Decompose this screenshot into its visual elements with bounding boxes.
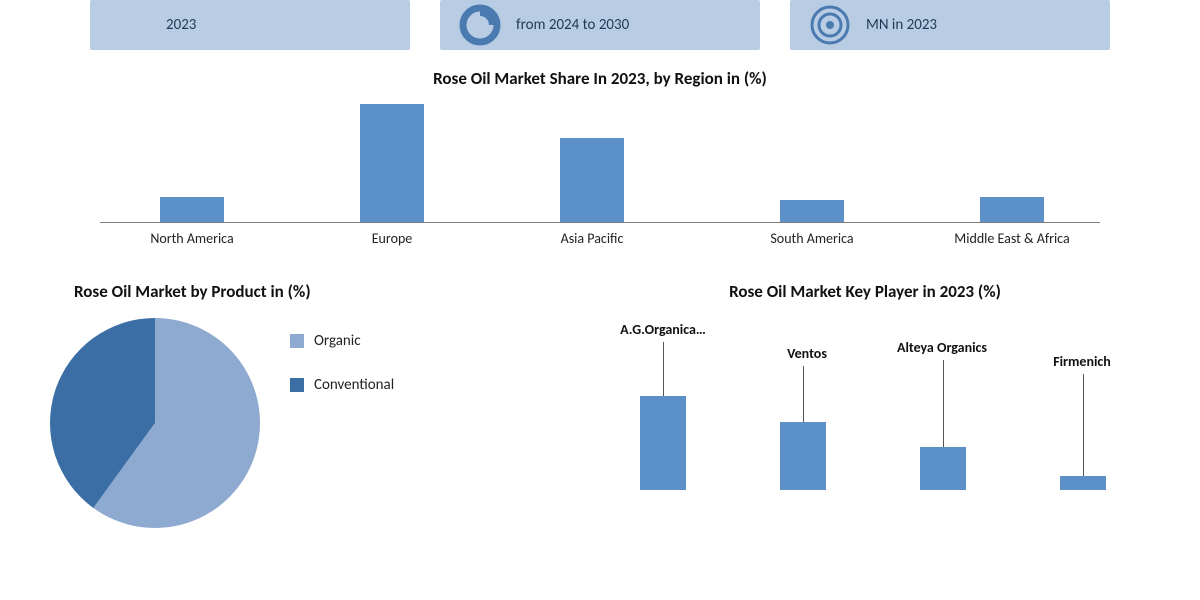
product-pie-wrap: Organic Conventional [50,310,570,528]
stat-card-1: 2023 [90,0,410,50]
key-player-label: Alteya Organics [892,340,992,356]
product-chart-section: Rose Oil Market by Product in (%) Organi… [50,263,570,528]
legend-row: Organic [290,332,394,350]
legend-swatch [290,378,304,392]
region-bar [780,200,844,222]
product-chart-title: Rose Oil Market by Product in (%) [50,281,570,302]
region-bar-label: Asia Pacific [512,230,672,247]
card-icon-none [108,3,152,47]
key-player-label: Firmenich [1032,354,1132,370]
region-bar-label: North America [112,230,272,247]
target-icon [808,3,852,47]
stat-card-3: MN in 2023 [790,0,1110,50]
key-player-bar-chart: A.G.Organica… Ventos Alteya Organics Firmen… [580,310,1150,490]
card-2-line2: from 2024 to 2030 [516,16,629,34]
legend-swatch [290,334,304,348]
leader-line [1083,374,1084,476]
product-legend: Organic Conventional [290,318,394,420]
region-bar-plot [100,97,1100,223]
region-bar-label: Middle East & Africa [932,230,1092,247]
region-bar [360,104,424,222]
key-player-bar [920,447,966,490]
leader-line [943,360,944,447]
card-2-text: from 2024 to 2030 [516,16,629,35]
stat-card-2: from 2024 to 2030 [440,0,760,50]
region-bar [160,197,224,222]
legend-label: Organic [314,332,361,350]
card-1-line2: 2023 [166,16,196,34]
key-player-chart-title: Rose Oil Market Key Player in 2023 (%) [580,281,1150,302]
card-3-text: MN in 2023 [866,16,937,35]
pie-ring-icon [458,3,502,47]
lower-row: Rose Oil Market by Product in (%) Organi… [0,263,1200,528]
top-cards-row: 2023 from 2024 to 2030 MN in 2023 [0,0,1200,50]
leader-line [803,366,804,422]
key-player-bar [780,422,826,490]
region-bar-label: South America [732,230,892,247]
region-chart-section: Rose Oil Market Share In 2023, by Region… [0,68,1200,247]
key-player-chart-section: Rose Oil Market Key Player in 2023 (%) A… [580,263,1150,528]
card-3-line2: MN in 2023 [866,16,937,34]
region-bar-label: Europe [312,230,472,247]
legend-row: Conventional [290,376,394,394]
key-player-label: A.G.Organica… [598,322,728,338]
card-1-text: 2023 [166,16,196,35]
product-pie-chart [50,318,260,528]
key-player-bar [640,396,686,490]
key-player-bar [1060,476,1106,490]
legend-label: Conventional [314,376,394,394]
region-bar [980,197,1044,222]
region-chart-title: Rose Oil Market Share In 2023, by Region… [60,68,1140,89]
leader-line [663,342,664,396]
key-player-label: Ventos [762,346,852,362]
region-bar-chart: North America Europe Asia Pacific South Ame… [100,97,1100,247]
region-bar [560,138,624,222]
